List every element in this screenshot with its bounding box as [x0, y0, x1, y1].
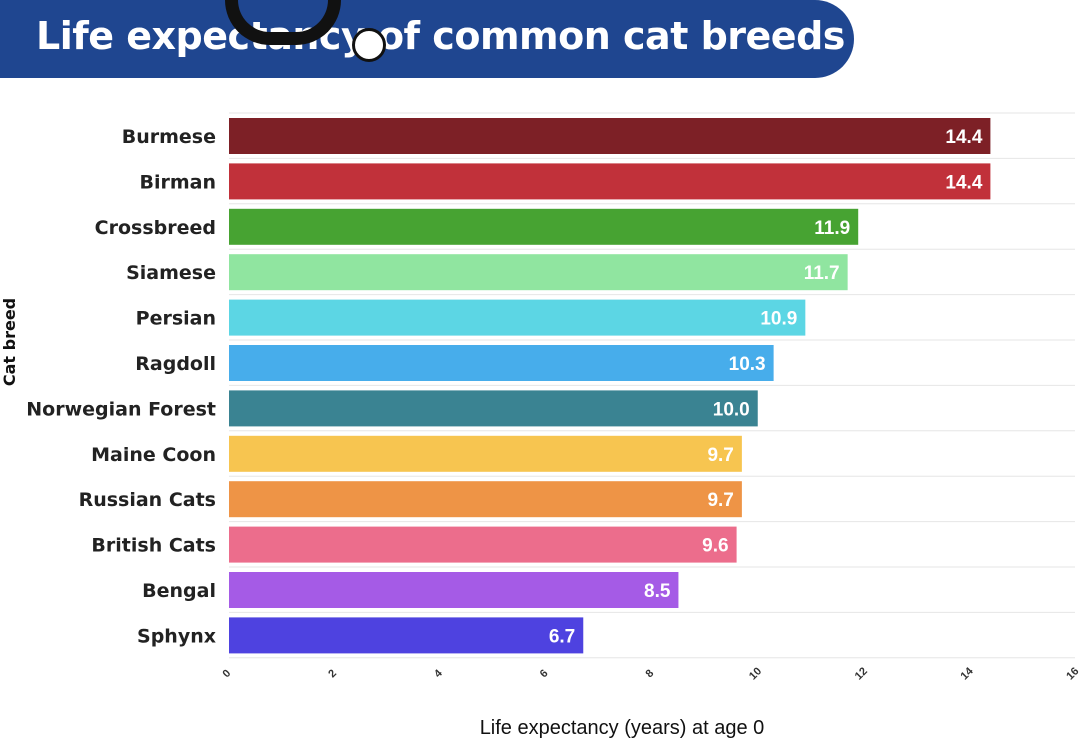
- value-label: 11.7: [804, 263, 840, 284]
- tick-label: 16: [1064, 665, 1081, 682]
- category-label: Birman: [139, 171, 216, 193]
- category-label: Maine Coon: [91, 444, 216, 466]
- value-label: 8.5: [644, 581, 671, 602]
- category-label: Norwegian Forest: [26, 398, 216, 420]
- value-label: 9.6: [702, 536, 728, 557]
- bar: [229, 118, 991, 154]
- bar: [229, 163, 991, 200]
- tick-label: 2: [326, 667, 339, 680]
- value-label: 14.4: [945, 172, 982, 193]
- value-label: 14.4: [945, 127, 982, 148]
- category-label: Crossbreed: [95, 217, 216, 239]
- tick-label: 12: [853, 665, 870, 682]
- bar: [229, 526, 737, 563]
- tick-label: 14: [959, 665, 977, 683]
- category-label: Burmese: [122, 126, 216, 148]
- value-label: 6.7: [549, 626, 575, 647]
- bar: [229, 390, 758, 427]
- value-label: 9.7: [707, 445, 733, 466]
- y-axis-title: Cat breed: [0, 298, 19, 386]
- bar: [229, 208, 859, 245]
- category-label: Sphynx: [137, 625, 216, 647]
- category-label: Ragdoll: [135, 353, 216, 375]
- title-banner: Life expectancy of common cat breeds: [0, 0, 854, 78]
- tick-label: 10: [747, 665, 764, 682]
- value-label: 9.7: [707, 490, 733, 511]
- cat-illustration-icon: [225, 0, 341, 45]
- x-axis-ticks: 0 2 4 6 8 10 12 14 16: [220, 665, 1081, 683]
- category-label: Bengal: [142, 580, 216, 602]
- category-label: Siamese: [126, 262, 216, 284]
- grid-lines: [229, 112, 1075, 659]
- bar: [229, 254, 848, 291]
- bar: [229, 435, 742, 472]
- value-label: 10.9: [760, 309, 797, 330]
- bar: [229, 481, 742, 518]
- bar: [229, 572, 679, 608]
- value-label: 11.9: [814, 218, 850, 239]
- cat-paw-icon: [352, 28, 386, 62]
- value-label: 10.3: [729, 354, 766, 375]
- tick-label: 0: [220, 667, 233, 680]
- x-axis-title: Life expectancy (years) at age 0: [480, 717, 765, 739]
- category-label: British Cats: [91, 535, 216, 557]
- tick-label: 8: [643, 667, 656, 680]
- tick-label: 4: [432, 667, 445, 680]
- chart-title: Life expectancy of common cat breeds: [36, 14, 845, 58]
- value-label: 10.0: [713, 399, 750, 420]
- tick-label: 6: [538, 667, 551, 680]
- category-label: Persian: [136, 308, 216, 330]
- category-label: Russian Cats: [79, 489, 216, 511]
- bar: [229, 345, 774, 381]
- bar: [229, 617, 584, 654]
- bars: Burmese 14.4 Birman 14.4 Crossbreed 11.9 Siame…: [26, 118, 991, 654]
- bar: [229, 299, 806, 336]
